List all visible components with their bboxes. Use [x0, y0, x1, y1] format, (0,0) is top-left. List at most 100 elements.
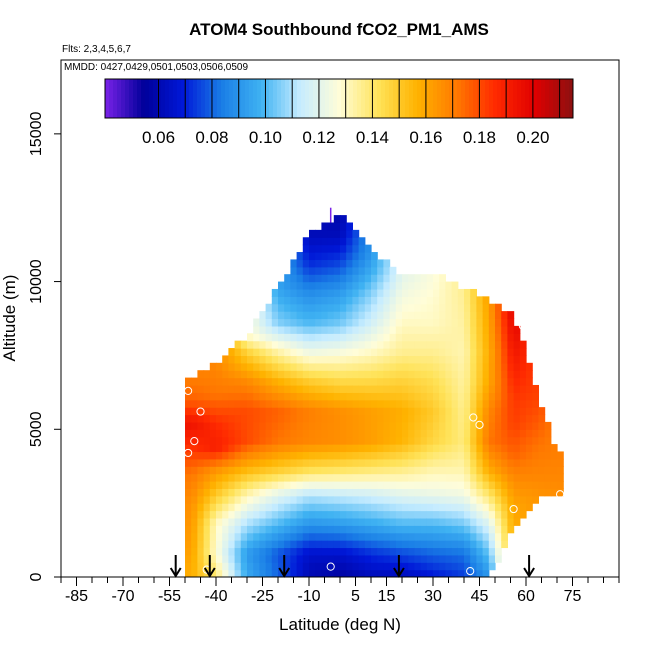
- heatmap-cell: [420, 510, 428, 519]
- heatmap-cell: [507, 362, 515, 371]
- heatmap-cell: [513, 458, 521, 467]
- heatmap-cell: [302, 266, 310, 275]
- heatmap-cell: [327, 348, 335, 357]
- heatmap-cell: [352, 325, 360, 334]
- heatmap-cell: [538, 473, 546, 482]
- heatmap-cell: [327, 333, 335, 342]
- heatmap-cell: [507, 466, 515, 475]
- heatmap-cell: [358, 348, 366, 357]
- heatmap-cell: [185, 399, 192, 408]
- heatmap-cell: [519, 466, 527, 475]
- heatmap-cell: [414, 547, 422, 556]
- heatmap-cell: [426, 384, 434, 393]
- heatmap-cell: [402, 525, 409, 534]
- heatmap-cell: [296, 495, 304, 504]
- heatmap-cell: [333, 473, 341, 482]
- heatmap-cell: [278, 495, 285, 504]
- heatmap-cell: [420, 554, 428, 563]
- heatmap-cell: [476, 429, 484, 438]
- heatmap-cell: [234, 429, 242, 438]
- heatmap-cell: [222, 547, 229, 556]
- heatmap-cell: [203, 370, 211, 379]
- heatmap-cell: [234, 480, 242, 489]
- heatmap-cell: [352, 362, 360, 371]
- colorbar-swatch: [485, 79, 490, 118]
- heatmap-cell: [247, 399, 254, 408]
- heatmap-cell: [284, 473, 291, 482]
- heatmap-cell: [371, 503, 378, 512]
- heatmap-cell: [296, 466, 304, 475]
- heatmap-cell: [371, 466, 378, 475]
- heatmap-cell: [451, 303, 459, 312]
- heatmap-cell: [470, 554, 477, 563]
- heatmap-cell: [395, 436, 403, 445]
- heatmap-cell: [395, 525, 403, 534]
- heatmap-cell: [389, 429, 397, 438]
- heatmap-cell: [222, 392, 229, 401]
- heatmap-cell: [296, 407, 304, 416]
- heatmap-cell: [234, 510, 242, 519]
- colorbar-swatch: [473, 79, 478, 118]
- heatmap-cell: [389, 281, 397, 290]
- heatmap-cell: [408, 429, 415, 438]
- heatmap-cell: [271, 429, 279, 438]
- heatmap-cell: [278, 517, 285, 526]
- colorbar-swatch: [501, 79, 506, 118]
- heatmap-cell: [414, 281, 422, 290]
- heatmap-cell: [340, 325, 347, 334]
- heatmap-cell: [402, 458, 409, 467]
- colorbar-swatch: [321, 79, 326, 118]
- heatmap-cell: [451, 392, 459, 401]
- observation-marker: [556, 490, 565, 499]
- heatmap-cell: [234, 348, 242, 357]
- heatmap-cell: [352, 399, 360, 408]
- heatmap-cell: [327, 407, 335, 416]
- heatmap-cell: [482, 296, 490, 305]
- heatmap-cell: [296, 429, 304, 438]
- heatmap-cell: [476, 554, 484, 563]
- heatmap-cell: [426, 569, 434, 577]
- heatmap-cell: [445, 451, 453, 460]
- heatmap-cell: [445, 554, 453, 563]
- heatmap-cell: [346, 355, 353, 364]
- heatmap-cell: [507, 429, 515, 438]
- heatmap-cell: [395, 414, 403, 423]
- heatmap-cell: [185, 532, 192, 541]
- heatmap-cell: [476, 399, 484, 408]
- heatmap-cell: [482, 488, 490, 497]
- heatmap-cell: [408, 407, 415, 416]
- heatmap-cell: [315, 244, 322, 253]
- heatmap-cell: [383, 296, 391, 305]
- dates-note: MMDD: 0427,0429,0501,0503,0506,0509: [64, 62, 248, 73]
- heatmap-cell: [185, 444, 192, 453]
- heatmap-cell: [315, 303, 322, 312]
- heatmap-cell: [284, 303, 291, 312]
- heatmap-cell: [383, 392, 391, 401]
- heatmap-cell: [364, 458, 372, 467]
- heatmap-cell: [519, 407, 527, 416]
- heatmap-cell: [426, 517, 434, 526]
- profile-arrow-head: [523, 567, 535, 578]
- heatmap-cell: [265, 311, 273, 320]
- heatmap-cell: [259, 458, 267, 467]
- heatmap-cell: [501, 503, 508, 512]
- heatmap-cell: [278, 288, 285, 297]
- heatmap-cell: [557, 451, 564, 460]
- heatmap-cell: [340, 318, 347, 327]
- heatmap-cell: [240, 355, 248, 364]
- heatmap-cell: [327, 222, 335, 231]
- heatmap-cell: [482, 495, 490, 504]
- heatmap-cell: [222, 480, 229, 489]
- colorbar-swatch: [465, 79, 470, 118]
- heatmap-cell: [346, 562, 353, 571]
- heatmap-cell: [358, 296, 366, 305]
- heatmap-cell: [203, 510, 211, 519]
- heatmap-cell: [457, 333, 465, 342]
- heatmap-cell: [383, 466, 391, 475]
- heatmap-cell: [495, 377, 502, 386]
- heatmap-cell: [321, 444, 329, 453]
- heatmap-cell: [247, 480, 254, 489]
- heatmap-cell: [253, 458, 260, 467]
- heatmap-cell: [234, 421, 242, 430]
- heatmap-cell: [271, 436, 279, 445]
